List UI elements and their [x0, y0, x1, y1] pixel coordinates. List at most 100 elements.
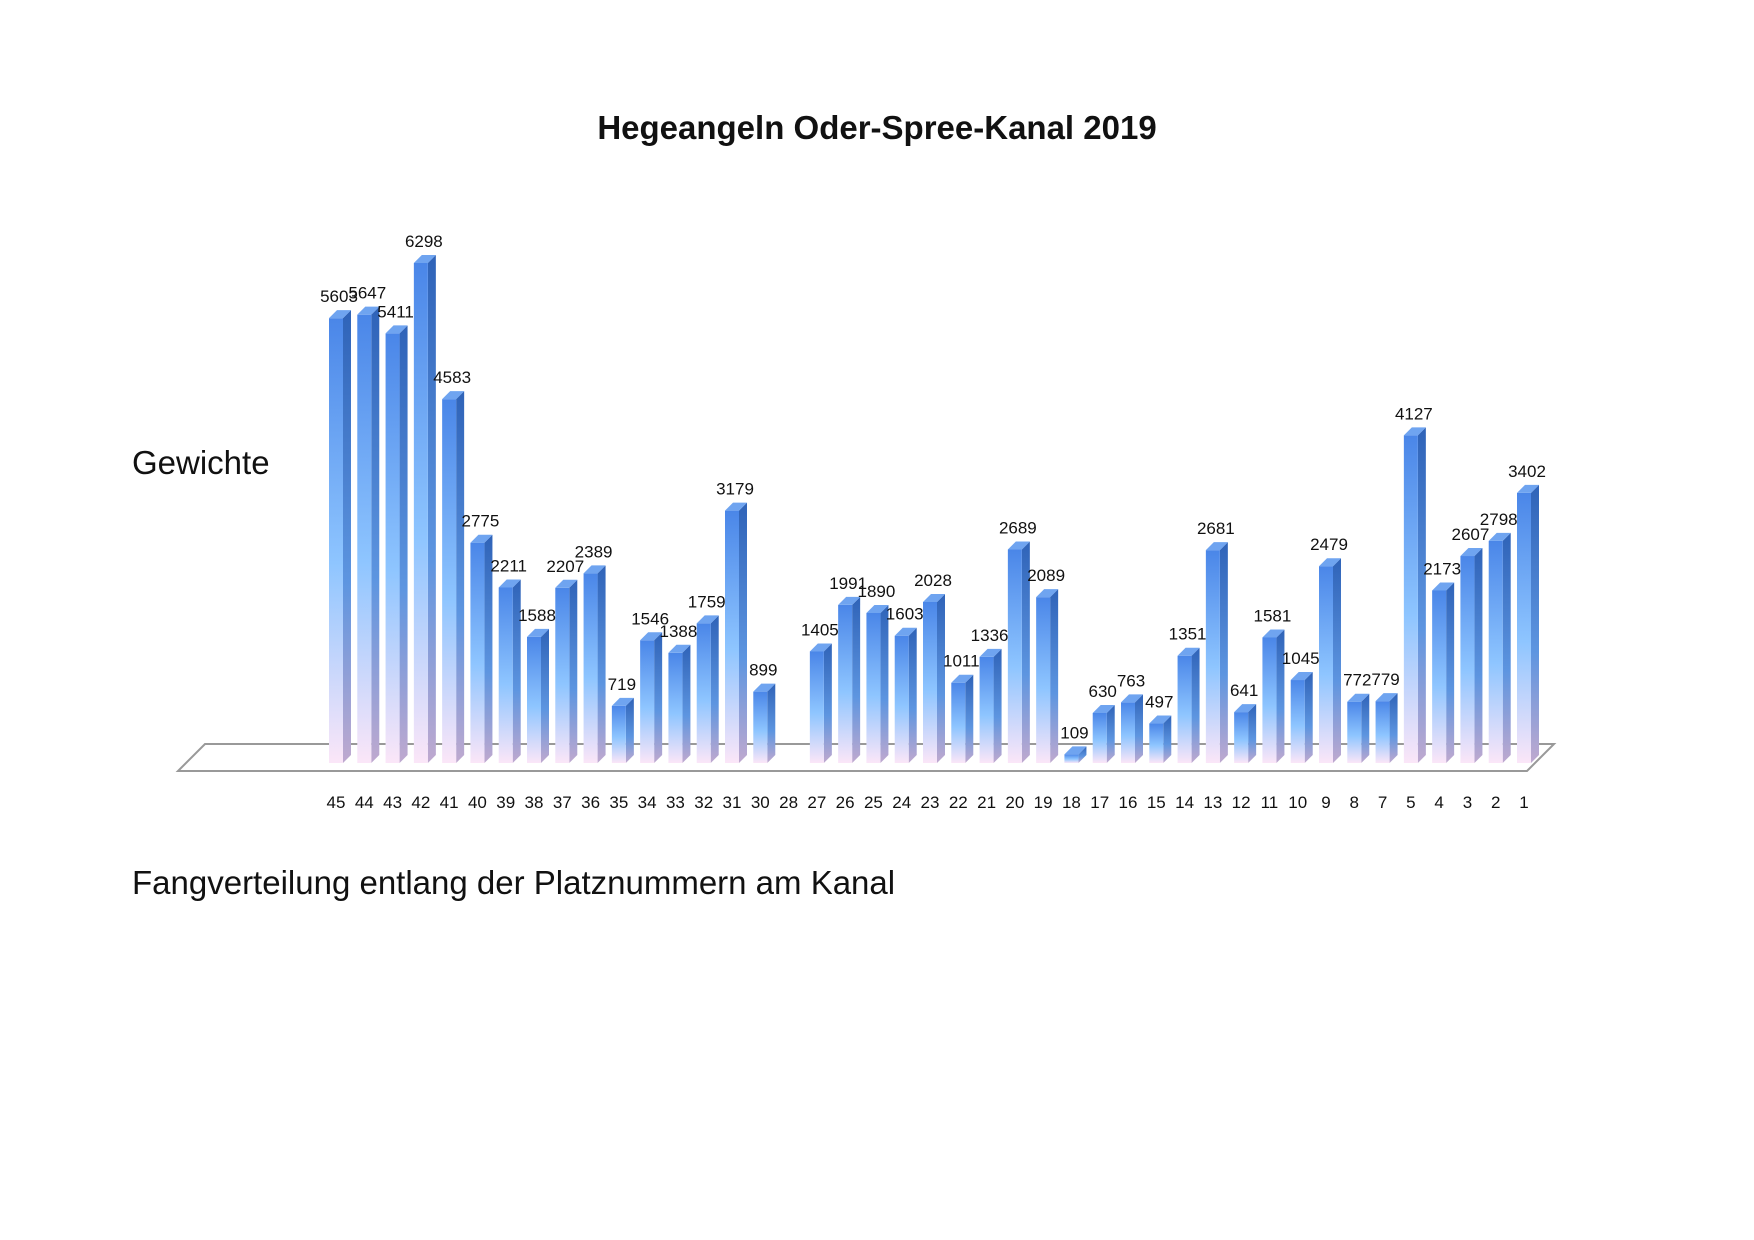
- bar: [1064, 746, 1087, 763]
- bar-front: [611, 705, 626, 763]
- bar: [329, 310, 351, 763]
- x-tick-label: 35: [609, 793, 628, 812]
- data-label: 772: [1343, 671, 1371, 690]
- bar-front: [583, 573, 598, 763]
- bar-side: [1389, 693, 1398, 763]
- x-tick-label: 44: [355, 793, 374, 812]
- x-tick-label: 32: [694, 793, 713, 812]
- bar: [555, 579, 578, 763]
- data-label: 1759: [688, 592, 726, 611]
- data-label: 1890: [858, 582, 896, 601]
- bar-side: [1106, 704, 1115, 763]
- bar-front: [357, 314, 372, 763]
- bar: [498, 579, 521, 763]
- bar: [1319, 558, 1341, 763]
- x-tick-label: 1: [1519, 793, 1528, 812]
- bar-top: [1517, 484, 1539, 493]
- bar-front: [413, 263, 428, 763]
- data-label: 1011: [943, 652, 980, 671]
- bar-side: [1304, 672, 1313, 763]
- data-label: 2089: [1027, 566, 1065, 585]
- x-tick-label: 13: [1203, 793, 1222, 812]
- bar-side: [484, 534, 493, 763]
- bar: [357, 306, 380, 763]
- bar-top: [611, 697, 634, 706]
- x-tick-label: 34: [638, 793, 657, 812]
- bar-top: [527, 628, 549, 637]
- bar-side: [371, 306, 380, 763]
- y-axis-label: Gewichte: [132, 444, 270, 481]
- data-label: 2681: [1197, 519, 1235, 538]
- chart-caption: Fangverteilung entlang der Platznummern …: [132, 864, 896, 901]
- bar-side: [710, 615, 719, 763]
- bar-top: [1036, 589, 1059, 598]
- bar-side: [456, 391, 465, 763]
- data-label: 4127: [1395, 404, 1433, 423]
- bar-front: [1460, 556, 1475, 763]
- bar-side: [880, 604, 889, 763]
- bar-front: [979, 656, 994, 763]
- data-label: 1581: [1254, 606, 1292, 625]
- data-label: 2173: [1423, 559, 1461, 578]
- bar-front: [1432, 590, 1447, 763]
- bar-side: [597, 565, 606, 763]
- bar-front: [668, 652, 683, 763]
- bar-side: [852, 596, 861, 763]
- x-tick-label: 22: [949, 793, 968, 812]
- data-label: 3179: [716, 480, 754, 499]
- bar-front: [1403, 435, 1418, 763]
- bar-top: [923, 593, 945, 602]
- data-label: 2775: [462, 512, 500, 531]
- bar-front: [1121, 702, 1135, 763]
- bar-front: [923, 601, 937, 763]
- data-label: 763: [1117, 671, 1145, 690]
- bar-side: [1502, 532, 1511, 763]
- x-tick-label: 25: [864, 793, 883, 812]
- bar-top: [498, 579, 521, 588]
- bar-front: [1007, 549, 1022, 763]
- bar: [1488, 532, 1511, 763]
- bar: [951, 674, 974, 763]
- data-label: 2211: [490, 556, 527, 575]
- bar-top: [951, 674, 974, 683]
- bar-top: [385, 325, 408, 334]
- bar-top: [357, 306, 380, 315]
- bar: [1403, 427, 1426, 763]
- bar-side: [625, 697, 634, 763]
- bar-side: [1219, 542, 1228, 763]
- x-tick-label: 30: [751, 793, 770, 812]
- bar: [1121, 694, 1143, 763]
- data-label: 899: [749, 661, 777, 680]
- x-tick-label: 10: [1288, 793, 1307, 812]
- data-label: 2389: [575, 542, 613, 561]
- data-label: 719: [608, 675, 636, 694]
- x-tick-label: 21: [977, 793, 996, 812]
- bar-side: [908, 627, 917, 763]
- bar: [527, 628, 549, 763]
- x-tick-label: 26: [836, 793, 855, 812]
- bar: [413, 255, 436, 763]
- data-label: 2798: [1480, 510, 1518, 529]
- data-label: 2028: [914, 571, 952, 590]
- bar: [385, 325, 408, 763]
- x-tick-label: 27: [807, 793, 826, 812]
- bar: [725, 502, 747, 763]
- bar-front: [1347, 701, 1362, 763]
- bar-side: [1361, 693, 1370, 763]
- bar-front: [498, 587, 513, 763]
- bar-side: [1531, 484, 1539, 763]
- data-label: 2207: [546, 557, 584, 576]
- bar: [696, 615, 719, 763]
- bar-side: [1417, 427, 1426, 763]
- bar: [1375, 693, 1398, 763]
- x-axis-tick-labels: 45 44 43 42 41 40 39 38 37 36 35 34 33 32 31 30 28 27 26 25…: [327, 793, 1529, 812]
- data-label: 1991: [829, 574, 867, 593]
- data-label: 1336: [971, 626, 1009, 645]
- bar: [1177, 647, 1200, 763]
- bar-side: [1021, 541, 1030, 763]
- bar-side: [541, 628, 549, 763]
- bar-side: [1191, 647, 1200, 763]
- bar-top: [1290, 672, 1313, 681]
- x-tick-label: 24: [892, 793, 911, 812]
